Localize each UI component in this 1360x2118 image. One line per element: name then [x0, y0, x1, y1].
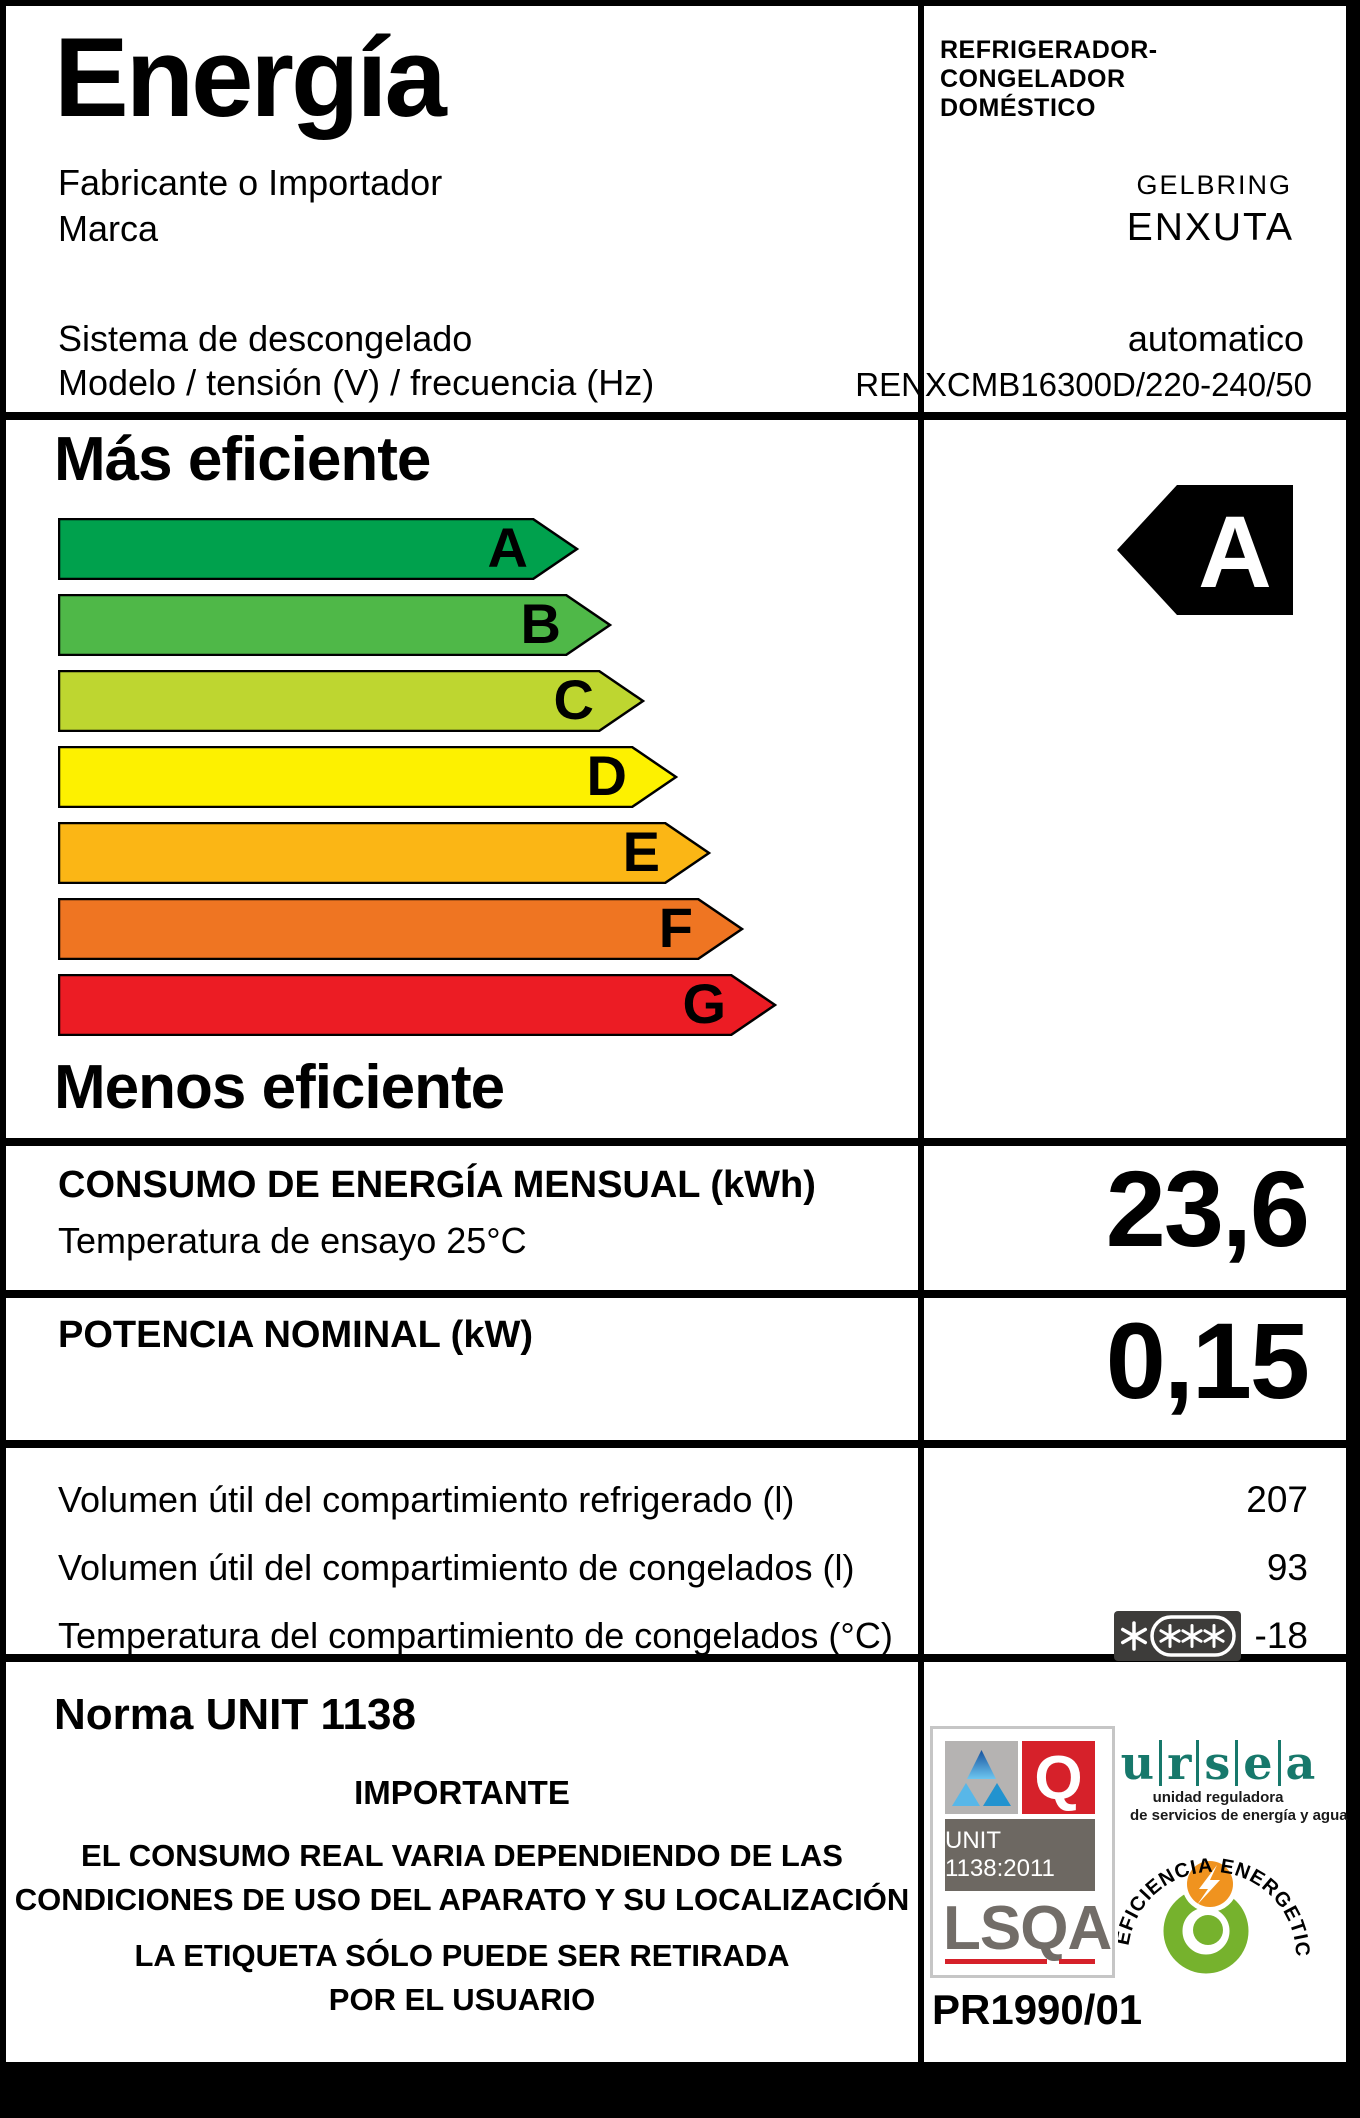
- consumption-label: CONSUMO DE ENERGÍA MENSUAL (kWh): [58, 1164, 816, 1206]
- divider: [6, 1138, 1346, 1146]
- divider: [6, 412, 1346, 420]
- model-label: Modelo / tensión (V) / frecuencia (Hz): [58, 362, 655, 403]
- spec-value: -18: [1254, 1615, 1308, 1656]
- rating-bar-letter: E: [623, 822, 660, 883]
- rating-bar-letter: D: [587, 746, 627, 807]
- ursea-letter: s: [1196, 1740, 1235, 1786]
- less-efficient-label: Menos eficiente: [54, 1053, 505, 1122]
- ursea-letter: u: [1120, 1736, 1155, 1790]
- more-efficient-label: Más eficiente: [54, 425, 431, 494]
- unit-standard-band: UNIT 1138:2011: [945, 1819, 1095, 1891]
- rating-bar-e: E: [58, 822, 712, 884]
- lsqa-triangle-icon: [945, 1741, 1018, 1814]
- rating-bar-letter: A: [488, 518, 528, 579]
- appliance-type-line: DOMÉSTICO: [940, 94, 1096, 122]
- lsqa-underline: [945, 1959, 1047, 1964]
- ursea-letter: e: [1235, 1740, 1277, 1786]
- spec-row: Volumen útil del compartimiento de conge…: [58, 1538, 1308, 1598]
- spec-label: Temperatura del compartimiento de congel…: [58, 1615, 893, 1656]
- ursea-letter: a: [1277, 1740, 1321, 1786]
- selected-rating-letter: A: [1198, 495, 1272, 609]
- divider: [6, 1654, 1346, 1662]
- spec-row: Temperatura del compartimiento de congel…: [58, 1606, 1308, 1666]
- standard-name: Norma UNIT 1138: [54, 1690, 416, 1739]
- appliance-type-line: CONGELADOR: [940, 65, 1126, 93]
- brand-label: Marca: [58, 208, 159, 249]
- certificate-number: PR1990/01: [932, 1986, 1143, 2033]
- lightning-bolt-icon: [1197, 1865, 1220, 1905]
- rating-bar-letter: C: [554, 670, 594, 731]
- rating-bar-letter: G: [682, 974, 726, 1035]
- appliance-type: REFRIGERADOR- CONGELADOR DOMÉSTICO: [940, 36, 1158, 123]
- rating-bar-a: A: [58, 518, 580, 580]
- ursea-subtitle: de servicios de energía y agua: [1130, 1807, 1348, 1824]
- vertical-divider: [918, 6, 924, 2062]
- important-line: LA ETIQUETA SÓLO PUEDE SER RETIRADA: [134, 1938, 790, 1973]
- rating-bar-b: B: [58, 594, 613, 656]
- spec-label: Volumen útil del compartimiento refriger…: [58, 1479, 795, 1520]
- lsqa-wordmark: LSQA: [943, 1894, 1112, 1963]
- important-line: CONDICIONES DE USO DEL APARATO Y SU LOCA…: [14, 1882, 910, 1917]
- manufacturer-value: GELBRING: [1136, 170, 1292, 200]
- defrost-value: automatico: [1127, 318, 1304, 359]
- rating-bar-letter: F: [659, 898, 693, 959]
- rating-bar-d: D: [58, 746, 679, 808]
- ursea-letter: r: [1159, 1740, 1196, 1786]
- divider: [6, 1290, 1346, 1298]
- page-title: Energía: [54, 15, 447, 140]
- spec-value: 93: [1266, 1547, 1308, 1588]
- power-value: 0,15: [1105, 1300, 1310, 1421]
- rating-bar-letter: B: [521, 594, 561, 655]
- energy-efficiency-badge-icon: EFICIENCIA ENERGETICA: [1118, 1834, 1310, 1974]
- consumption-sublabel: Temperatura de ensayo 25°C: [58, 1220, 527, 1261]
- consumption-value: 23,6: [1105, 1148, 1310, 1269]
- selected-rating-arrow: A: [1117, 485, 1293, 615]
- divider: [6, 1440, 1346, 1448]
- manufacturer-label: Fabricante o Importador: [58, 162, 443, 203]
- rating-bar-g: G: [58, 974, 778, 1036]
- ursea-subtitle: unidad reguladora: [1152, 1789, 1284, 1806]
- rating-bar-c: C: [58, 670, 646, 732]
- appliance-type-line: REFRIGERADOR-: [940, 36, 1158, 64]
- spec-label: Volumen útil del compartimiento de conge…: [58, 1547, 855, 1588]
- spec-value: 207: [1246, 1479, 1308, 1520]
- important-line: POR EL USUARIO: [328, 1982, 596, 2017]
- lsqa-underline: [1059, 1959, 1095, 1964]
- important-line: EL CONSUMO REAL VARIA DEPENDIENDO DE LAS: [81, 1838, 843, 1873]
- power-label: POTENCIA NOMINAL (kW): [58, 1314, 533, 1356]
- spec-row: Volumen útil del compartimiento refriger…: [58, 1470, 1308, 1530]
- model-value: RENXCMB16300D/220-240/50: [855, 366, 1312, 403]
- freezer-star-rating-icon: [1113, 1611, 1241, 1661]
- rating-bar-f: F: [58, 898, 745, 960]
- brand-value: ENXUTA: [1126, 206, 1294, 249]
- lsqa-certification-logo: Q UNIT 1138:2011 LSQA: [930, 1726, 1115, 1978]
- defrost-label: Sistema de descongelado: [58, 318, 473, 359]
- important-title: IMPORTANTE: [354, 1774, 570, 1811]
- q-mark-icon: Q: [1022, 1741, 1095, 1814]
